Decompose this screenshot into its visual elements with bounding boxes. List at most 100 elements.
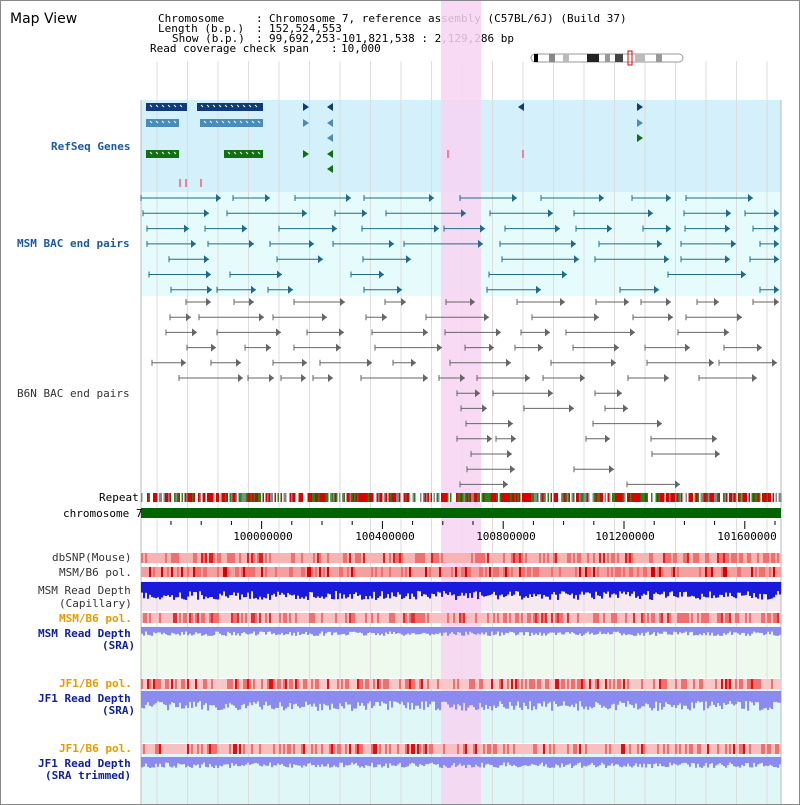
read-depth-bar <box>511 627 514 632</box>
polymorphism-cell <box>327 613 330 623</box>
read-depth-bar <box>197 691 200 703</box>
polymorphism-cell <box>477 613 480 623</box>
polymorphism-cell <box>453 567 456 577</box>
read-depth-bar <box>453 691 456 705</box>
polymorphism-cell <box>403 613 406 623</box>
read-depth-bar <box>451 582 454 596</box>
polymorphism-cell <box>333 567 336 577</box>
read-depth-bar <box>171 627 174 633</box>
repeat-bar <box>394 493 397 502</box>
refseq-gene <box>146 150 179 158</box>
gene-arrow <box>518 103 524 111</box>
read-depth-bar <box>485 627 488 633</box>
polymorphism-cell <box>173 744 176 754</box>
polymorphism-cell <box>689 744 692 754</box>
read-depth-bar <box>189 582 192 592</box>
read-depth-bar <box>173 582 176 600</box>
polymorphism-cell <box>219 567 222 577</box>
read-depth-bar <box>477 627 480 634</box>
polymorphism-cell <box>445 613 448 623</box>
polymorphism-cell <box>251 613 254 623</box>
read-depth-bar <box>321 691 324 711</box>
read-depth-bar <box>711 582 714 599</box>
polymorphism-cell <box>327 679 330 689</box>
read-depth-bar <box>467 757 470 765</box>
polymorphism-cell <box>605 613 608 623</box>
repeat-bar <box>241 493 244 502</box>
read-depth-bar <box>195 582 198 593</box>
polymorphism-cell <box>217 553 220 563</box>
repeat-bar <box>529 493 532 502</box>
polymorphism-cell <box>261 567 264 577</box>
repeat-bar <box>426 493 428 502</box>
repeat-bar <box>703 493 706 502</box>
read-depth-bar <box>475 757 478 765</box>
read-depth-bar <box>645 757 648 768</box>
polymorphism-cell <box>511 613 514 623</box>
read-depth-bar <box>353 582 356 594</box>
read-depth-bar <box>249 627 252 634</box>
repeat-bar <box>265 493 268 502</box>
polymorphism-cell <box>395 567 398 577</box>
polymorphism-cell <box>143 553 146 563</box>
msm-depth-cap-sub: (Capillary) <box>59 597 132 610</box>
polymorphism-cell <box>149 613 152 623</box>
read-depth-bar <box>531 691 534 711</box>
polymorphism-cell <box>451 679 454 689</box>
read-depth-bar <box>561 582 564 592</box>
polymorphism-cell <box>771 679 774 689</box>
repeat-bar <box>343 493 346 502</box>
repeat-bar <box>778 493 781 502</box>
polymorphism-cell <box>741 679 744 689</box>
read-depth-bar <box>485 757 488 765</box>
read-depth-bar <box>697 691 700 702</box>
polymorphism-cell <box>709 613 712 623</box>
repeat-bar <box>190 493 193 502</box>
read-depth-bar <box>203 757 206 763</box>
read-depth-bar <box>777 757 780 768</box>
read-depth-bar <box>375 691 378 702</box>
read-depth-bar <box>737 691 740 702</box>
polymorphism-cell <box>191 679 194 689</box>
polymorphism-cell <box>685 567 688 577</box>
polymorphism-cell <box>621 679 624 689</box>
polymorphism-cell <box>263 744 266 754</box>
read-depth-bar <box>659 757 662 764</box>
read-depth-bar <box>405 582 408 597</box>
repeat-bar <box>447 493 449 502</box>
polymorphism-cell <box>529 613 532 623</box>
polymorphism-cell <box>699 744 702 754</box>
polymorphism-cell <box>309 553 312 563</box>
read-depth-bar <box>315 691 318 707</box>
gene-strand-mark <box>254 104 258 108</box>
repeat-bar <box>690 493 692 502</box>
polymorphism-cell <box>619 679 622 689</box>
polymorphism-cell <box>393 744 396 754</box>
read-depth-bar <box>441 691 444 703</box>
polymorphism-cell <box>531 679 534 689</box>
read-depth-bar <box>687 691 690 709</box>
repeat-bar <box>745 493 748 502</box>
read-depth-bar <box>399 691 402 705</box>
repeat-bar <box>621 493 623 502</box>
read-depth-bar <box>193 582 196 593</box>
read-depth-bar <box>205 627 208 634</box>
read-depth-bar <box>383 691 386 704</box>
polymorphism-cell <box>623 744 626 754</box>
read-depth-bar <box>567 627 570 632</box>
read-depth-bar <box>417 757 420 767</box>
bac-end-arrow <box>725 255 730 264</box>
repeat-bar <box>421 493 424 502</box>
read-depth-bar <box>737 627 740 634</box>
read-depth-bar <box>733 582 736 598</box>
polymorphism-cell <box>501 567 504 577</box>
repeat-bar <box>498 493 500 502</box>
polymorphism-cell <box>641 744 644 754</box>
repeat-bar <box>280 493 283 502</box>
repeat-bar <box>613 493 616 502</box>
read-depth-bar <box>761 627 764 633</box>
polymorphism-cell <box>355 613 358 623</box>
repeat-bar <box>618 493 620 502</box>
bac-end-arrow <box>685 343 690 352</box>
